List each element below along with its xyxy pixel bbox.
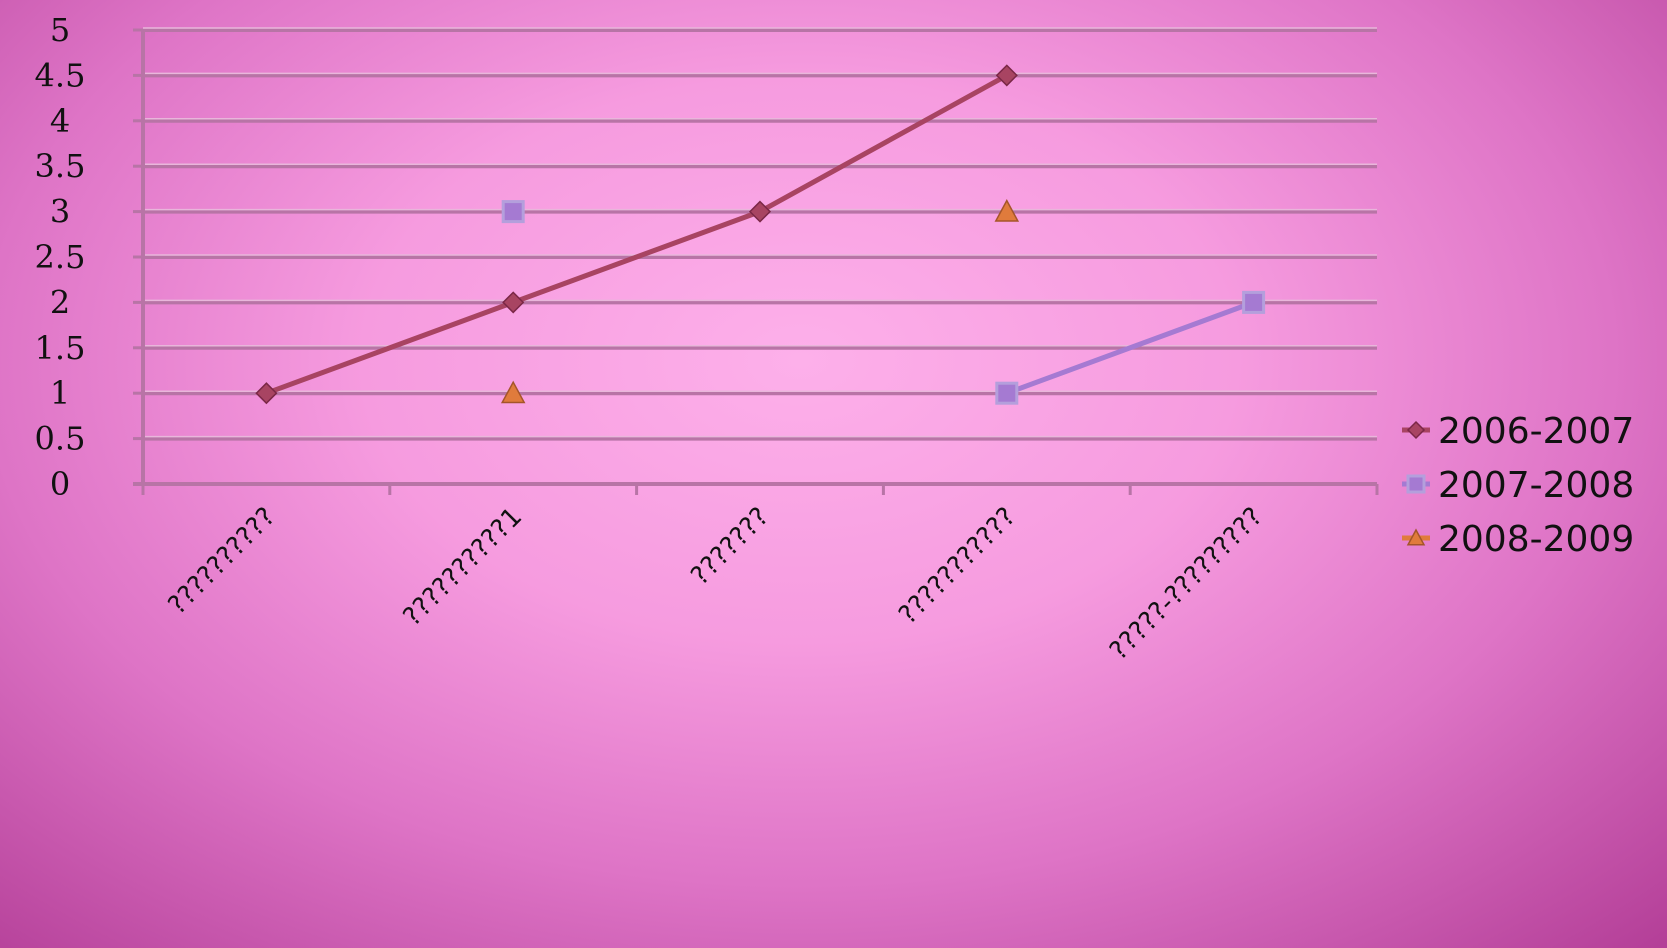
x-category-label: ?????-????????? [1104, 502, 1268, 666]
legend-label: 2006-2007 [1438, 411, 1634, 452]
x-category-label: ??????????1 [398, 502, 528, 632]
y-tick-label: 2 [50, 283, 70, 321]
legend-marker [1406, 474, 1426, 494]
legend-label: 2007-2008 [1438, 465, 1634, 506]
y-tick-label: 1 [50, 374, 70, 412]
series-2006-2007 [255, 64, 1018, 405]
data-point [500, 380, 526, 404]
data-series [255, 64, 1266, 405]
legend-item: 2008-2009 [1402, 519, 1634, 560]
data-point [995, 381, 1019, 405]
y-tick-label: 0 [50, 465, 70, 503]
y-tick-label: 4 [50, 102, 70, 140]
legend: 2006-2007 2007-2008 2008-2009 [1402, 411, 1634, 560]
x-category-label: ??????????? [893, 502, 1022, 631]
data-point [502, 291, 525, 314]
series-line-segment [263, 299, 516, 396]
y-tick-label: 3.5 [35, 147, 86, 185]
data-point [994, 199, 1020, 222]
legend-label: 2008-2009 [1438, 519, 1634, 560]
series-line-segment [1004, 299, 1257, 396]
y-tick-label: 0.5 [35, 420, 86, 458]
series-line-segment [510, 209, 763, 305]
legend-item: 2007-2008 [1402, 465, 1634, 506]
legend-marker [1406, 420, 1426, 440]
series-line-segment [757, 72, 1010, 215]
x-axis-category-labels: ?????????? ??????????1???????????????????… [163, 502, 1269, 666]
data-point [501, 200, 525, 224]
grid-lines [143, 27, 1377, 441]
axes [133, 28, 1379, 495]
y-axis-tick-labels: 0 0.5 1 1.5 2 2.5 3 3.5 4 4.5 5 [35, 11, 86, 503]
legend-item: 2006-2007 [1402, 411, 1634, 452]
y-tick-label: 1.5 [35, 329, 86, 367]
y-tick-label: 4.5 [35, 56, 86, 94]
series-2008-2009 [500, 199, 1020, 404]
y-tick-label: 3 [50, 193, 70, 231]
legend-marker [1406, 528, 1426, 546]
x-category-label: ??????? [685, 502, 775, 592]
data-point [748, 200, 772, 223]
y-tick-label: 5 [50, 11, 70, 49]
data-point [255, 382, 278, 405]
series-2007-2008 [501, 200, 1266, 405]
y-tick-label: 2.5 [35, 238, 86, 276]
data-point [1242, 290, 1266, 314]
data-point [995, 64, 1018, 87]
x-category-label: ?????????? [163, 502, 282, 621]
